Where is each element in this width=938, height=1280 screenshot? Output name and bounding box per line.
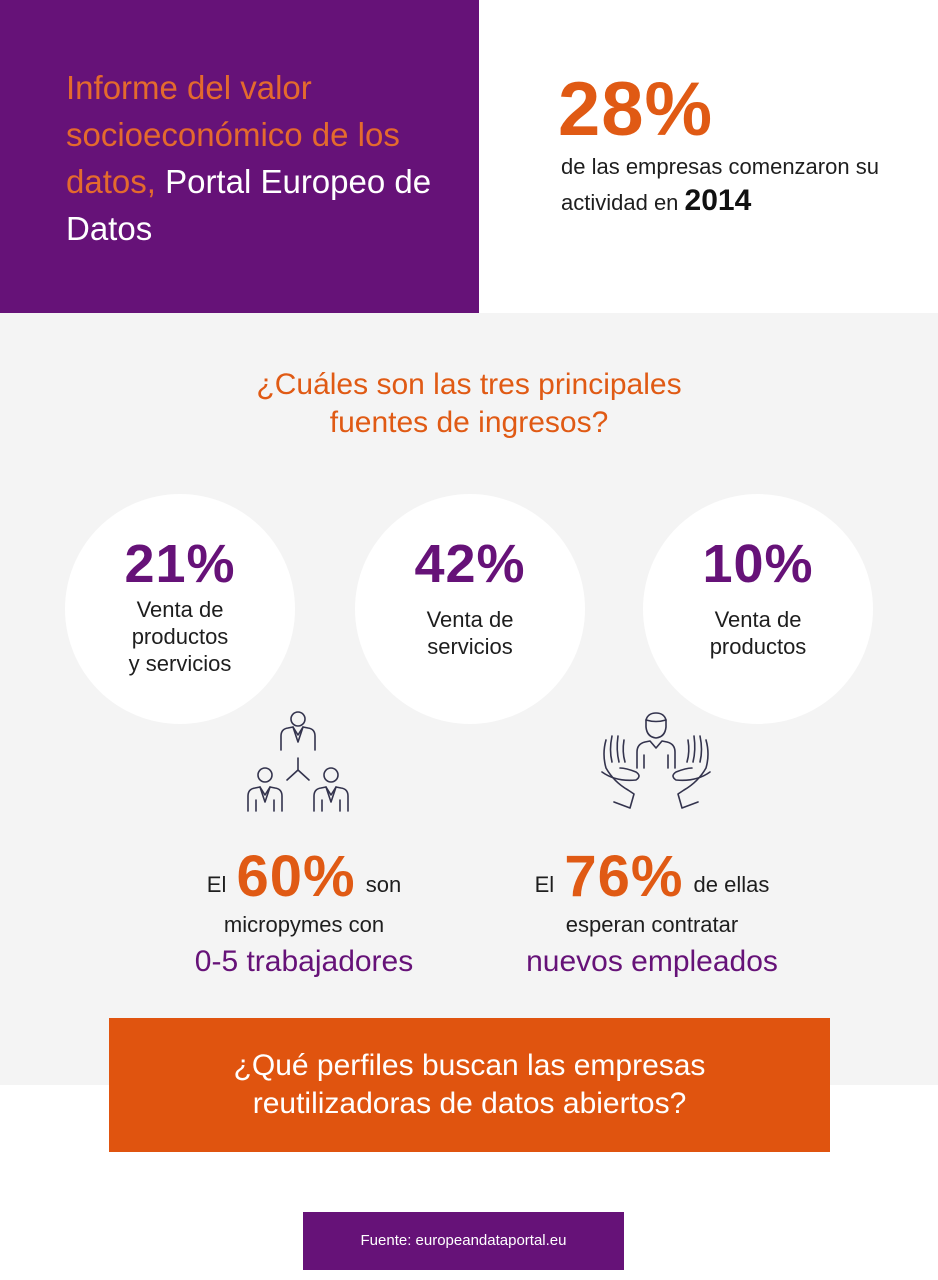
stat-micropymes-pct: 60%	[236, 844, 356, 909]
title-orange-text: Informe del valor socioeconómico de los …	[66, 69, 400, 200]
hands-holding-person-icon	[601, 712, 711, 809]
revenue-label-2-line-2: servicios	[427, 634, 513, 659]
revenue-label-1-line-2: productos	[131, 624, 229, 649]
stat-empleados-pct: 76%	[564, 844, 684, 909]
stat-empleados: El 76% de ellas esperan contratar nuevos…	[492, 848, 812, 982]
stat-empleados-prefix: El	[534, 872, 555, 897]
revenue-label-1: Venta de productos y servicios	[65, 596, 295, 677]
source-label: Fuente: europeandataportal.eu	[303, 1212, 624, 1270]
stat-micropymes-highlight: 0-5 trabajadores	[194, 945, 414, 978]
headline-description: de las empresas comenzaron su actividad …	[561, 150, 891, 220]
revenue-label-1-line-3: y servicios	[128, 651, 232, 676]
stat-micropymes-line-2: micropymes con	[223, 912, 385, 937]
revenue-label-3: Venta de productos	[643, 606, 873, 660]
revenue-label-3-line-2: productos	[709, 634, 807, 659]
page-title: Informe del valor socioeconómico de los …	[66, 64, 466, 252]
stat-empleados-row-1: El 76% de ellas	[492, 848, 812, 910]
revenue-pct-2: 42%	[414, 534, 526, 594]
stat-micropymes-suffix: son	[365, 872, 402, 897]
title-panel	[0, 0, 479, 313]
stat-micropymes-row-1: El 60% son	[165, 848, 443, 910]
stat-empleados-line-2: esperan contratar	[565, 912, 739, 937]
banner-line-2: reutilizadoras de datos abiertos?	[252, 1087, 687, 1120]
headline-year: 2014	[684, 184, 752, 217]
question-line-2: fuentes de ingresos?	[329, 406, 609, 439]
profiles-banner: ¿Qué perfiles buscan las empresas reutil…	[109, 1018, 830, 1152]
headline-percentage: 28%	[558, 67, 714, 152]
title-white-text: Portal Europeo de Datos	[66, 163, 432, 247]
revenue-question: ¿Cuáles son las tres principales fuentes…	[0, 366, 938, 442]
revenue-circle-3: 10% Venta de productos	[643, 494, 873, 724]
banner-line-1: ¿Qué perfiles buscan las empresas	[233, 1049, 706, 1082]
revenue-circle-1: 21% Venta de productos y servicios	[65, 494, 295, 724]
revenue-label-2-line-1: Venta de	[426, 607, 514, 632]
stat-micropymes-prefix: El	[206, 872, 227, 897]
stat-empleados-highlight: nuevos empleados	[526, 945, 778, 978]
revenue-label-1-line-1: Venta de	[136, 597, 224, 622]
headline-text: de las empresas comenzaron su actividad …	[561, 154, 879, 215]
team-hierarchy-icon	[247, 711, 349, 812]
revenue-pct-3: 10%	[702, 534, 814, 594]
revenue-circle-2: 42% Venta de servicios	[355, 494, 585, 724]
stat-micropymes: El 60% son micropymes con 0-5 trabajador…	[165, 848, 443, 982]
revenue-label-2: Venta de servicios	[355, 606, 585, 660]
question-line-1: ¿Cuáles son las tres principales	[256, 368, 682, 401]
stat-empleados-suffix: de ellas	[693, 872, 770, 897]
revenue-pct-1: 21%	[124, 534, 236, 594]
revenue-label-3-line-1: Venta de	[714, 607, 802, 632]
